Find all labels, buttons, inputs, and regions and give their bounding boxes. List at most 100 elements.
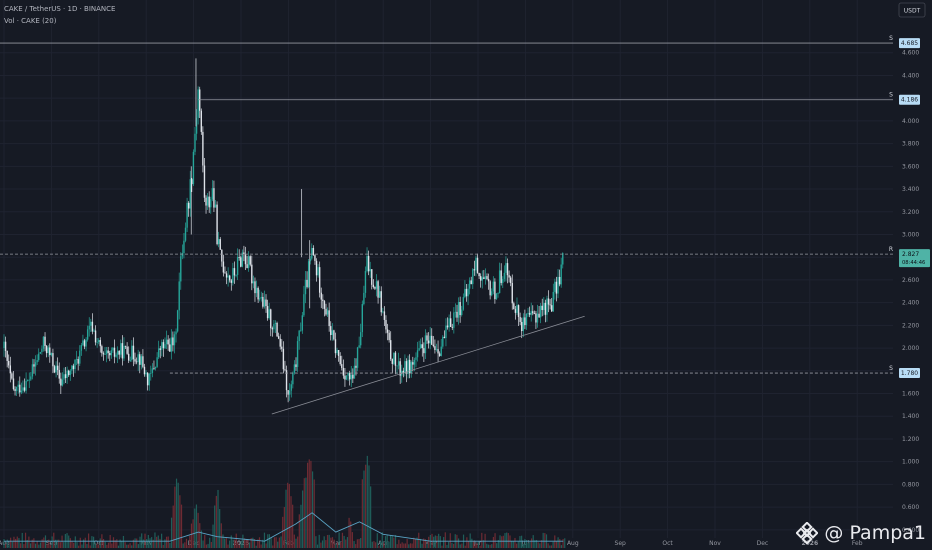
candle-body — [473, 269, 476, 271]
candle-body — [424, 335, 427, 354]
candle-body — [457, 301, 460, 318]
volume-bar — [272, 545, 274, 548]
volume-bar — [328, 534, 330, 548]
candle-body — [251, 264, 253, 284]
x-tick-label: Dec — [757, 540, 769, 547]
volume-bar — [265, 543, 267, 548]
volume-bar — [542, 532, 544, 548]
level-label: S — [889, 365, 893, 372]
volume-bar — [316, 544, 319, 548]
candle-body — [522, 317, 525, 332]
candle-body — [214, 204, 217, 208]
volume-bar — [175, 478, 178, 548]
volume-bar — [446, 544, 448, 548]
candle-body — [306, 279, 308, 287]
candle-body — [555, 281, 558, 294]
countdown-text: 08:44:46 — [902, 260, 925, 266]
volume-bar — [39, 542, 42, 548]
candle-body — [449, 318, 452, 327]
volume-bar — [104, 541, 106, 548]
candle-body — [288, 390, 291, 395]
volume-bar — [335, 544, 337, 548]
last-price-tag — [899, 249, 930, 268]
volume-bar — [165, 536, 168, 548]
volume-bar — [394, 534, 397, 548]
volume-bar — [306, 462, 309, 548]
volume-bar — [53, 532, 55, 548]
candle-body — [131, 345, 133, 361]
candle-body — [339, 355, 341, 365]
candle-body — [295, 364, 297, 367]
candle-body — [96, 342, 98, 343]
volume-bar — [114, 540, 116, 548]
volume-bar — [146, 538, 148, 548]
candle-body — [26, 380, 29, 381]
x-tick-label: 2026 — [801, 540, 818, 547]
volume-bar — [295, 538, 297, 548]
volume-bar — [371, 541, 373, 548]
candle-body — [336, 349, 338, 354]
candle-body — [219, 239, 221, 250]
candle-body — [229, 275, 231, 281]
volume-bar — [219, 508, 221, 548]
candle-body — [307, 261, 310, 287]
candle-body — [454, 311, 457, 313]
volume-bar — [169, 543, 171, 548]
candle-body — [431, 335, 433, 345]
level-price-tag — [899, 94, 920, 105]
candle-body — [331, 330, 334, 335]
candle-body — [202, 131, 204, 166]
candle-body — [448, 318, 450, 328]
candle-body — [497, 293, 499, 294]
volume-bar — [414, 538, 417, 548]
volume-bar — [102, 538, 105, 548]
candle-body — [38, 353, 40, 361]
candle-body — [232, 268, 234, 283]
candle-body — [19, 384, 21, 393]
volume-bar — [38, 544, 40, 548]
volume-bar — [311, 471, 314, 548]
volume-bar — [6, 539, 8, 548]
volume-bar — [214, 505, 216, 548]
candle-body — [342, 367, 345, 376]
candle-body — [470, 280, 472, 285]
candle-body — [484, 276, 487, 280]
candle-body — [30, 376, 32, 380]
candle-body — [445, 325, 447, 338]
volume-bar — [257, 539, 259, 548]
candle-body — [86, 329, 89, 340]
volume-bar — [126, 544, 128, 548]
watermark-text: @ Pampa1 — [824, 522, 926, 544]
candle-body — [15, 386, 18, 392]
candle-body — [478, 272, 480, 277]
volume-bar — [388, 541, 390, 548]
candle-body — [442, 336, 444, 347]
candle-body — [58, 369, 60, 379]
y-tick-label: 2.600 — [902, 277, 919, 284]
volume-bar — [187, 545, 189, 548]
volume-bar — [189, 535, 191, 548]
candle-body — [421, 344, 423, 349]
level-price-tag — [899, 368, 920, 379]
candle-body — [34, 362, 37, 367]
volume-header: Vol · CAKE (20) — [4, 17, 57, 25]
candle-body — [274, 322, 277, 325]
candle-body — [347, 372, 349, 376]
volume-bar — [288, 483, 290, 548]
candle-body — [377, 281, 379, 298]
volume-bar — [502, 535, 504, 548]
candle-body — [49, 347, 51, 356]
volume-bar — [19, 543, 22, 548]
volume-bar — [353, 541, 355, 548]
candle-body — [394, 352, 397, 366]
volume-bar — [363, 470, 365, 548]
candle-body — [353, 365, 356, 379]
volume-bar — [83, 539, 85, 548]
volume-bar — [13, 536, 15, 548]
volume-bar — [522, 543, 524, 548]
volume-bar — [184, 542, 186, 548]
candle-body — [528, 313, 531, 315]
candle-body — [333, 330, 335, 340]
